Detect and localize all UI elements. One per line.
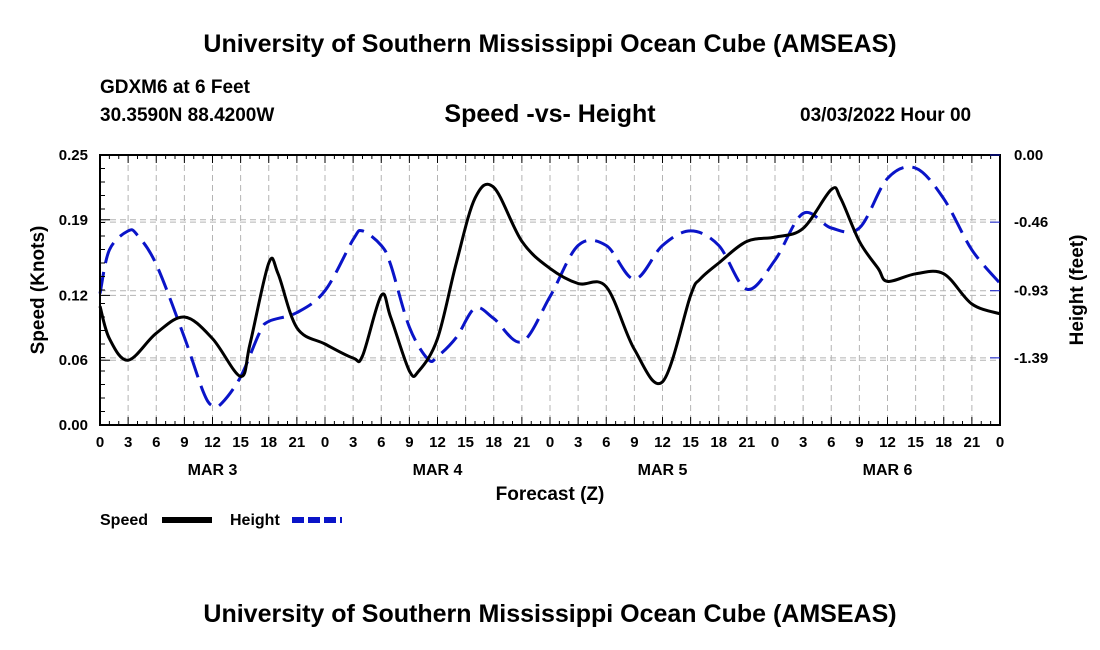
x-tick-label: 12 (654, 434, 671, 451)
x-tick-label: 9 (180, 434, 188, 451)
day-label: MAR 4 (413, 462, 463, 479)
x-axis-label: Forecast (Z) (496, 484, 605, 505)
x-tick-label: 9 (630, 434, 638, 451)
x-tick-label: 3 (574, 434, 582, 451)
footer-title: University of Southern Mississippi Ocean… (203, 600, 897, 628)
x-tick-label: 0 (996, 434, 1004, 451)
y-tick-label-left: 0.19 (59, 212, 88, 229)
y-axis-label-right: Height (feet) (1067, 235, 1088, 346)
x-tick-label: 9 (855, 434, 863, 451)
grid-layer (100, 155, 1000, 425)
y-tick-label-right: -1.39 (1014, 350, 1048, 367)
forecast-datetime: 03/03/2022 Hour 00 (800, 105, 972, 126)
x-tick-label: 3 (799, 434, 807, 451)
x-tick-label: 6 (602, 434, 610, 451)
legend: Speed Height (100, 512, 342, 529)
y-tick-label-left: 0.06 (59, 352, 88, 369)
day-label: MAR 5 (638, 462, 688, 479)
x-tick-label: 21 (964, 434, 981, 451)
series-layer (98, 165, 1002, 409)
legend-speed-label: Speed (100, 512, 148, 529)
chart-title: Speed -vs- Height (444, 100, 656, 128)
x-tick-label: 15 (232, 434, 249, 451)
y-tick-label-right: 0.00 (1014, 147, 1043, 164)
x-tick-label: 21 (289, 434, 306, 451)
x-tick-label: 21 (739, 434, 756, 451)
speed-height-chart: 0 3 6 9 12 15 18 21 0 3 6 9 12 15 18 21 0 3 6 9 12 15 18 21 0 3 6 9… (28, 147, 1088, 529)
x-tick-label: 9 (405, 434, 413, 451)
main-title: University of Southern Mississippi Ocean… (203, 30, 897, 58)
x-tick-label: 12 (879, 434, 896, 451)
x-tick-label: 6 (377, 434, 385, 451)
x-tick-label: 18 (260, 434, 277, 451)
day-label: MAR 3 (188, 462, 238, 479)
x-tick-label: 6 (152, 434, 160, 451)
x-tick-label: 21 (514, 434, 531, 451)
y-tick-label-right: -0.46 (1014, 214, 1048, 231)
height-series-line (98, 165, 1002, 409)
coordinates-label: 30.3590N 88.4200W (100, 105, 275, 126)
y-tick-label-left: 0.12 (59, 287, 88, 304)
x-tick-label: 12 (429, 434, 446, 451)
x-tick-label: 0 (546, 434, 554, 451)
x-tick-label: 18 (710, 434, 727, 451)
x-tick-label: 18 (935, 434, 952, 451)
x-tick-label: 0 (321, 434, 329, 451)
x-tick-label: 0 (96, 434, 104, 451)
x-tick-label: 15 (907, 434, 924, 451)
speed-series-line (98, 182, 1001, 386)
legend-height-label: Height (230, 512, 280, 529)
x-tick-label: 12 (204, 434, 221, 451)
y-tick-label-left: 0.25 (59, 147, 88, 164)
x-tick-label: 3 (124, 434, 132, 451)
x-tick-label: 3 (349, 434, 357, 451)
y-tick-label-right: -0.93 (1014, 283, 1048, 300)
y-tick-label-left: 0.00 (59, 417, 88, 434)
x-tick-label: 0 (771, 434, 779, 451)
x-tick-label: 18 (485, 434, 502, 451)
station-label: GDXM6 at 6 Feet (100, 77, 250, 98)
x-tick-label: 6 (827, 434, 835, 451)
y-axis-label-left: Speed (Knots) (28, 226, 49, 355)
x-tick-label: 15 (457, 434, 474, 451)
axis-layer: 0 3 6 9 12 15 18 21 0 3 6 9 12 15 18 21 0 3 6 9 12 15 18 21 0 3 6 9… (59, 147, 1048, 479)
day-label: MAR 6 (863, 462, 913, 479)
x-tick-label: 15 (682, 434, 699, 451)
